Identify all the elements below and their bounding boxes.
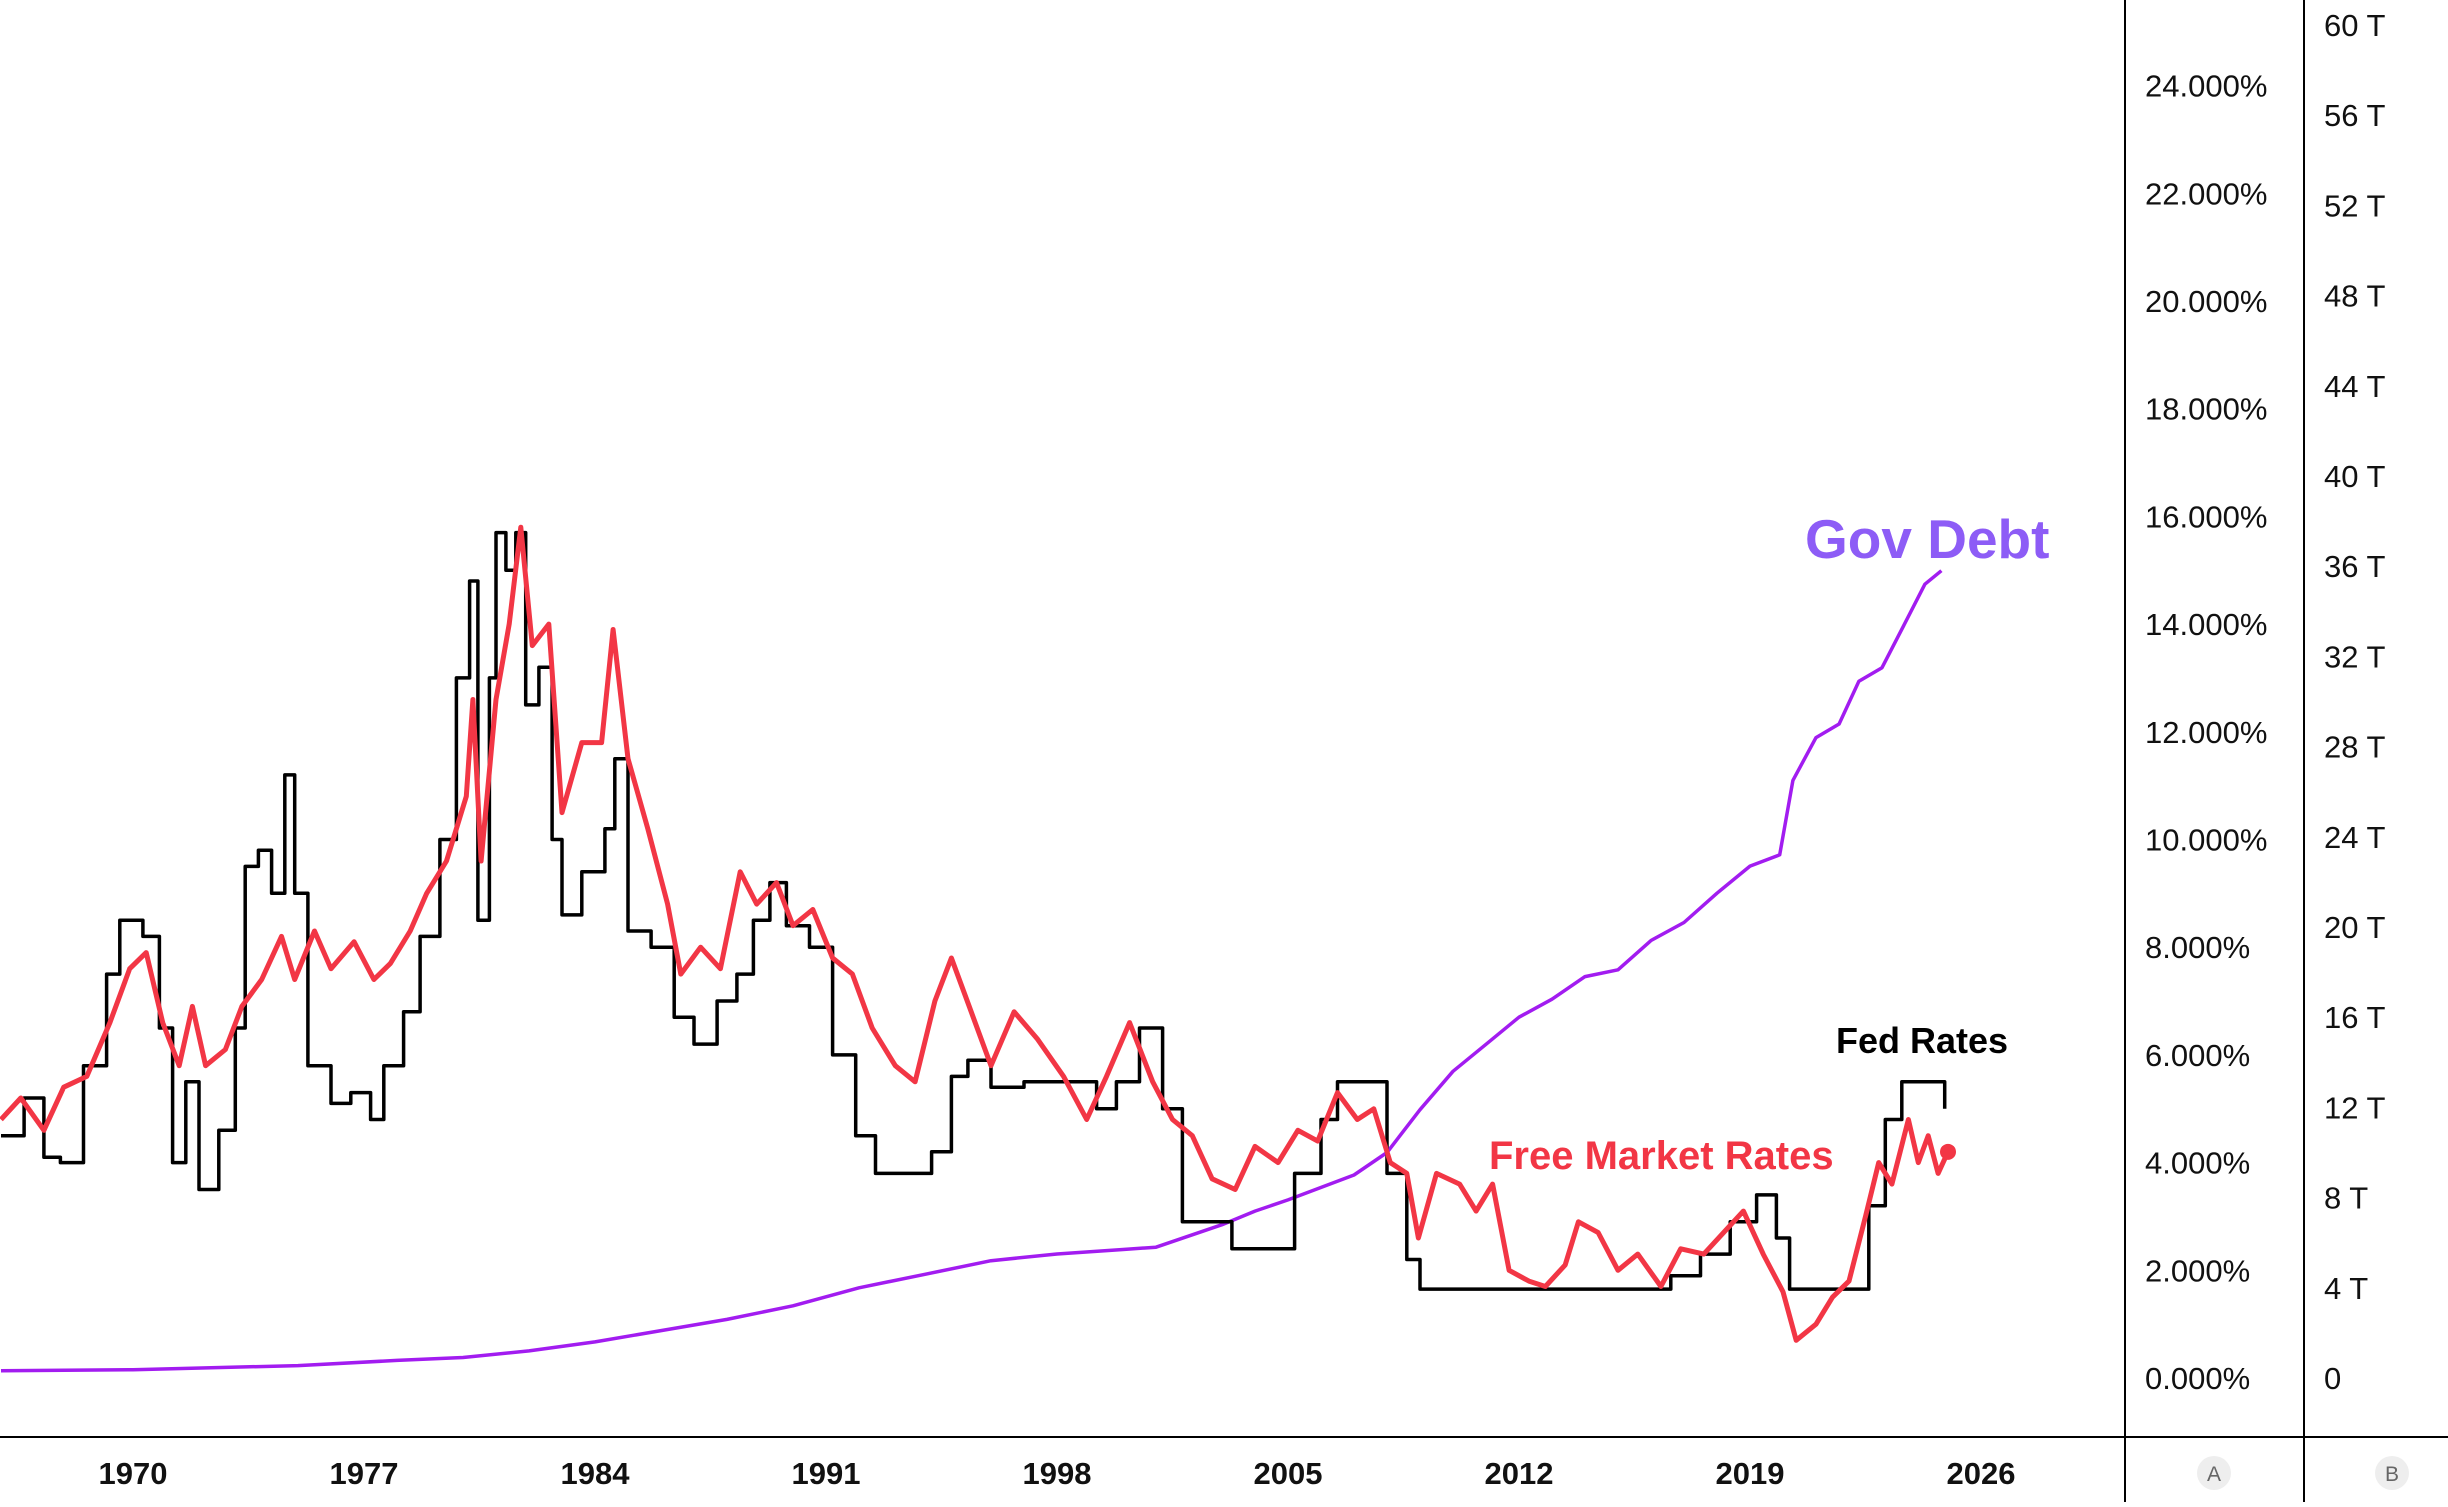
axis-a-tick-label: 4.000% bbox=[2145, 1146, 2250, 1181]
axis-b-tick-label: 4 T bbox=[2324, 1271, 2368, 1306]
x-tick-label: 1991 bbox=[792, 1456, 861, 1491]
axis-b-tick-label: 40 T bbox=[2324, 459, 2386, 494]
axis-b-tick-label: 28 T bbox=[2324, 730, 2386, 765]
axis-a-tick-label: 20.000% bbox=[2145, 284, 2267, 319]
axis-a-tick-label: 6.000% bbox=[2145, 1038, 2250, 1073]
axis-a-badge-label: A bbox=[2207, 1463, 2221, 1486]
axis-b-tick-label: 36 T bbox=[2324, 549, 2386, 584]
axis-a-tick-label: 22.000% bbox=[2145, 176, 2267, 211]
x-tick-label: 2005 bbox=[1254, 1456, 1323, 1491]
axis-b-badge[interactable]: B bbox=[2375, 1456, 2409, 1490]
axis-a-badge[interactable]: A bbox=[2197, 1456, 2231, 1490]
axis-b-tick-label: 48 T bbox=[2324, 279, 2386, 314]
axis-b-tick-label: 16 T bbox=[2324, 1000, 2386, 1035]
x-tick-label: 1998 bbox=[1023, 1456, 1092, 1491]
axis-b-badge-label: B bbox=[2385, 1463, 2399, 1486]
axis-a-tick-label: 2.000% bbox=[2145, 1253, 2250, 1288]
x-tick-label: 2019 bbox=[1716, 1456, 1785, 1491]
axis-a-tick-label: 10.000% bbox=[2145, 823, 2267, 858]
series-fed-rates bbox=[1, 530, 1947, 1291]
axis-b-tick-label: 24 T bbox=[2324, 820, 2386, 855]
axis-b-tick-label: 20 T bbox=[2324, 910, 2386, 945]
axis-b-tick-label: 56 T bbox=[2324, 98, 2386, 133]
axis-b-tick-label: 32 T bbox=[2324, 639, 2386, 674]
free-market-rates-label: Free Market Rates bbox=[1489, 1134, 1834, 1178]
x-tick-label: 1984 bbox=[561, 1456, 631, 1491]
axis-a-tick-label: 18.000% bbox=[2145, 392, 2267, 427]
series-free-market-rates bbox=[0, 524, 1951, 1343]
axis-b-tick-label: 60 T bbox=[2324, 8, 2386, 43]
axis-b-tick-label: 12 T bbox=[2324, 1090, 2386, 1125]
axis-b-tick-label: 0 bbox=[2324, 1361, 2341, 1396]
x-tick-label: 1970 bbox=[99, 1456, 168, 1491]
axis-a-tick-label: 24.000% bbox=[2145, 69, 2267, 104]
x-tick-label: 1977 bbox=[330, 1456, 399, 1491]
axis-a-tick-label: 16.000% bbox=[2145, 499, 2267, 534]
x-tick-label: 2026 bbox=[1947, 1456, 2016, 1491]
last-value-marker bbox=[1940, 1143, 1956, 1160]
axis-a-tick-label: 12.000% bbox=[2145, 715, 2267, 750]
axis-b-tick-label: 8 T bbox=[2324, 1181, 2368, 1216]
fed-rates-label: Fed Rates bbox=[1836, 1020, 2008, 1061]
x-tick-label: 2012 bbox=[1485, 1456, 1554, 1491]
axis-a-tick-label: 0.000% bbox=[2145, 1361, 2250, 1396]
axis-b-tick-label: 52 T bbox=[2324, 188, 2386, 223]
axis-b-tick-label: 44 T bbox=[2324, 369, 2386, 404]
gov-debt-label: Gov Debt bbox=[1805, 508, 2049, 570]
axis-a-tick-label: 14.000% bbox=[2145, 607, 2267, 642]
axis-a-tick-label: 8.000% bbox=[2145, 930, 2250, 965]
